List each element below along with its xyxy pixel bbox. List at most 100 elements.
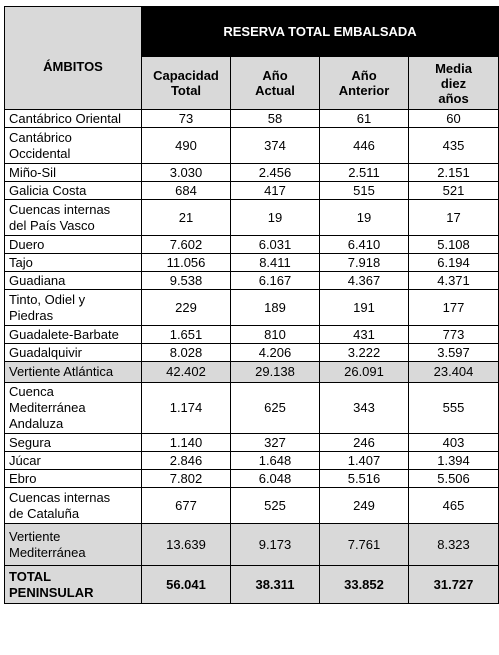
cell-capacidad-total: 1.140 [141, 433, 231, 452]
cell-media-diez-anos: 3.597 [407, 343, 499, 362]
ambito-name-line: del País Vasco [9, 217, 95, 233]
ambito-name-line: Vertiente [9, 528, 61, 544]
cell-capacidad-total: 2.846 [141, 451, 231, 470]
cell-media-diez-anos: 17 [407, 199, 499, 236]
row-ambito-name: Galicia Costa [4, 181, 142, 200]
ambito-name-line: Mediterránea [9, 544, 86, 560]
cell-capacidad-total: 13.639 [141, 523, 231, 566]
table-body: Cantábrico Oriental 73 58 61 60 Cantábrico Occ… [4, 109, 499, 604]
ambito-name-line: PENINSULAR [9, 584, 94, 600]
ambito-name-line: Miño-Sil [9, 164, 56, 180]
subtotal-row: Vertiente Atlántica 42.402 29.138 26.091 23.… [4, 361, 499, 383]
cell-capacidad-total: 490 [141, 127, 231, 164]
cell-capacidad-total: 229 [141, 289, 231, 326]
row-ambito-name: Segura [4, 433, 142, 452]
cell-ano-anterior: 19 [319, 199, 409, 236]
cell-capacidad-total: 3.030 [141, 163, 231, 182]
cell-capacidad-total: 1.651 [141, 325, 231, 344]
cell-ano-anterior: 6.410 [319, 235, 409, 254]
ambito-name-line: Cuenca [9, 384, 54, 399]
table-row: Tinto, Odiel y Piedras 229 189 191 177 [4, 289, 499, 326]
cell-ano-anterior: 249 [319, 487, 409, 524]
reservoir-table-container: ÁMBITOS RESERVA TOTAL EMBALSADA Capacida… [4, 6, 499, 604]
header-ano-actual: Año Actual [230, 56, 320, 110]
ambito-name-line: Cantábrico [9, 129, 72, 145]
cell-ano-anterior: 5.516 [319, 469, 409, 488]
row-ambito-name: TOTAL PENINSULAR [4, 565, 142, 604]
ambito-name-line: Tajo [9, 254, 33, 270]
header-line: Media [435, 60, 472, 76]
cell-ano-actual: 6.048 [230, 469, 320, 488]
header-line: diez [440, 75, 467, 91]
cell-ano-actual: 19 [230, 199, 320, 236]
header-reserva-total: RESERVA TOTAL EMBALSADA [140, 6, 499, 57]
ambito-name-line: Piedras [9, 307, 54, 323]
cell-capacidad-total: 8.028 [141, 343, 231, 362]
ambito-name-line: TOTAL [9, 568, 52, 584]
cell-ano-anterior: 515 [319, 181, 409, 200]
row-ambito-name: Cantábrico Oriental [4, 109, 142, 128]
ambito-name-line: Guadiana [9, 272, 66, 288]
cell-capacidad-total: 677 [141, 487, 231, 524]
table-row: Cuencas internas del País Vasco 21 19 19 17 [4, 199, 499, 236]
ambito-name-line: Segura [9, 434, 51, 450]
cell-ano-actual: 29.138 [230, 361, 320, 383]
cell-media-diez-anos: 4.371 [407, 271, 499, 290]
table-row: Cuencas internas de Cataluña 677 525 249 465 [4, 487, 499, 524]
total-row: TOTAL PENINSULAR 56.041 38.311 33.852 31.727 [4, 565, 499, 604]
ambito-name-line: Guadalquivir [9, 344, 82, 360]
reservoir-table: ÁMBITOS RESERVA TOTAL EMBALSADA Capacida… [4, 6, 499, 604]
ambito-name-line: Mediterránea [9, 400, 86, 415]
table-row: Cantábrico Oriental 73 58 61 60 [4, 109, 499, 128]
row-ambito-name: Júcar [4, 451, 142, 470]
header-capacidad-total: Capacidad Total [141, 56, 231, 110]
cell-media-diez-anos: 5.108 [407, 235, 499, 254]
cell-ano-actual: 6.031 [230, 235, 320, 254]
cell-capacidad-total: 56.041 [141, 565, 231, 604]
header-ambitos: ÁMBITOS [4, 6, 142, 110]
cell-media-diez-anos: 465 [407, 487, 499, 524]
row-ambito-name: Guadalquivir [4, 343, 142, 362]
header-line: Anterior [338, 83, 390, 98]
cell-media-diez-anos: 5.506 [407, 469, 499, 488]
cell-capacidad-total: 73 [141, 109, 231, 128]
row-ambito-name: Vertiente Mediterránea [4, 523, 142, 566]
cell-media-diez-anos: 6.194 [407, 253, 499, 272]
header-line: Total [170, 83, 202, 98]
cell-ano-anterior: 3.222 [319, 343, 409, 362]
cell-ano-actual: 4.206 [230, 343, 320, 362]
cell-media-diez-anos: 435 [407, 127, 499, 164]
cell-capacidad-total: 684 [141, 181, 231, 200]
ambito-name-line: Ebro [9, 470, 37, 486]
ambito-name-line: Cuencas internas [9, 489, 111, 505]
cell-media-diez-anos: 60 [407, 109, 499, 128]
ambito-name-line: Tinto, Odiel y [9, 291, 86, 307]
cell-ano-anterior: 2.511 [319, 163, 409, 182]
table-row: Cuenca Mediterránea Andaluza 1.174 625 343 555 [4, 382, 499, 434]
cell-capacidad-total: 9.538 [141, 271, 231, 290]
cell-capacidad-total: 11.056 [141, 253, 231, 272]
cell-ano-anterior: 191 [319, 289, 409, 326]
header-line: Capacidad [153, 68, 219, 83]
row-ambito-name: Duero [4, 235, 142, 254]
ambito-name-line: Cuencas internas [9, 201, 111, 217]
cell-ano-actual: 327 [230, 433, 320, 452]
header-line: años [438, 90, 469, 106]
row-ambito-name: Vertiente Atlántica [4, 361, 142, 383]
cell-ano-actual: 417 [230, 181, 320, 200]
table-row: Segura 1.140 327 246 403 [4, 433, 499, 452]
ambito-name-line: Vertiente Atlántica [9, 364, 114, 379]
table-row: Tajo 11.056 8.411 7.918 6.194 [4, 253, 499, 272]
ambito-name-line: Galicia Costa [9, 182, 87, 198]
ambito-name-line: Andaluza [9, 416, 64, 431]
cell-media-diez-anos: 177 [407, 289, 499, 326]
ambito-name-line: Cantábrico Oriental [9, 110, 121, 126]
header-ano-anterior: Año Anterior [319, 56, 409, 110]
cell-media-diez-anos: 521 [407, 181, 499, 200]
cell-ano-anterior: 7.761 [319, 523, 409, 566]
cell-ano-actual: 2.456 [230, 163, 320, 182]
cell-ano-actual: 38.311 [230, 565, 320, 604]
table-row: Duero 7.602 6.031 6.410 5.108 [4, 235, 499, 254]
ambito-name-line: Júcar [9, 452, 41, 468]
row-ambito-name: Tinto, Odiel y Piedras [4, 289, 142, 326]
